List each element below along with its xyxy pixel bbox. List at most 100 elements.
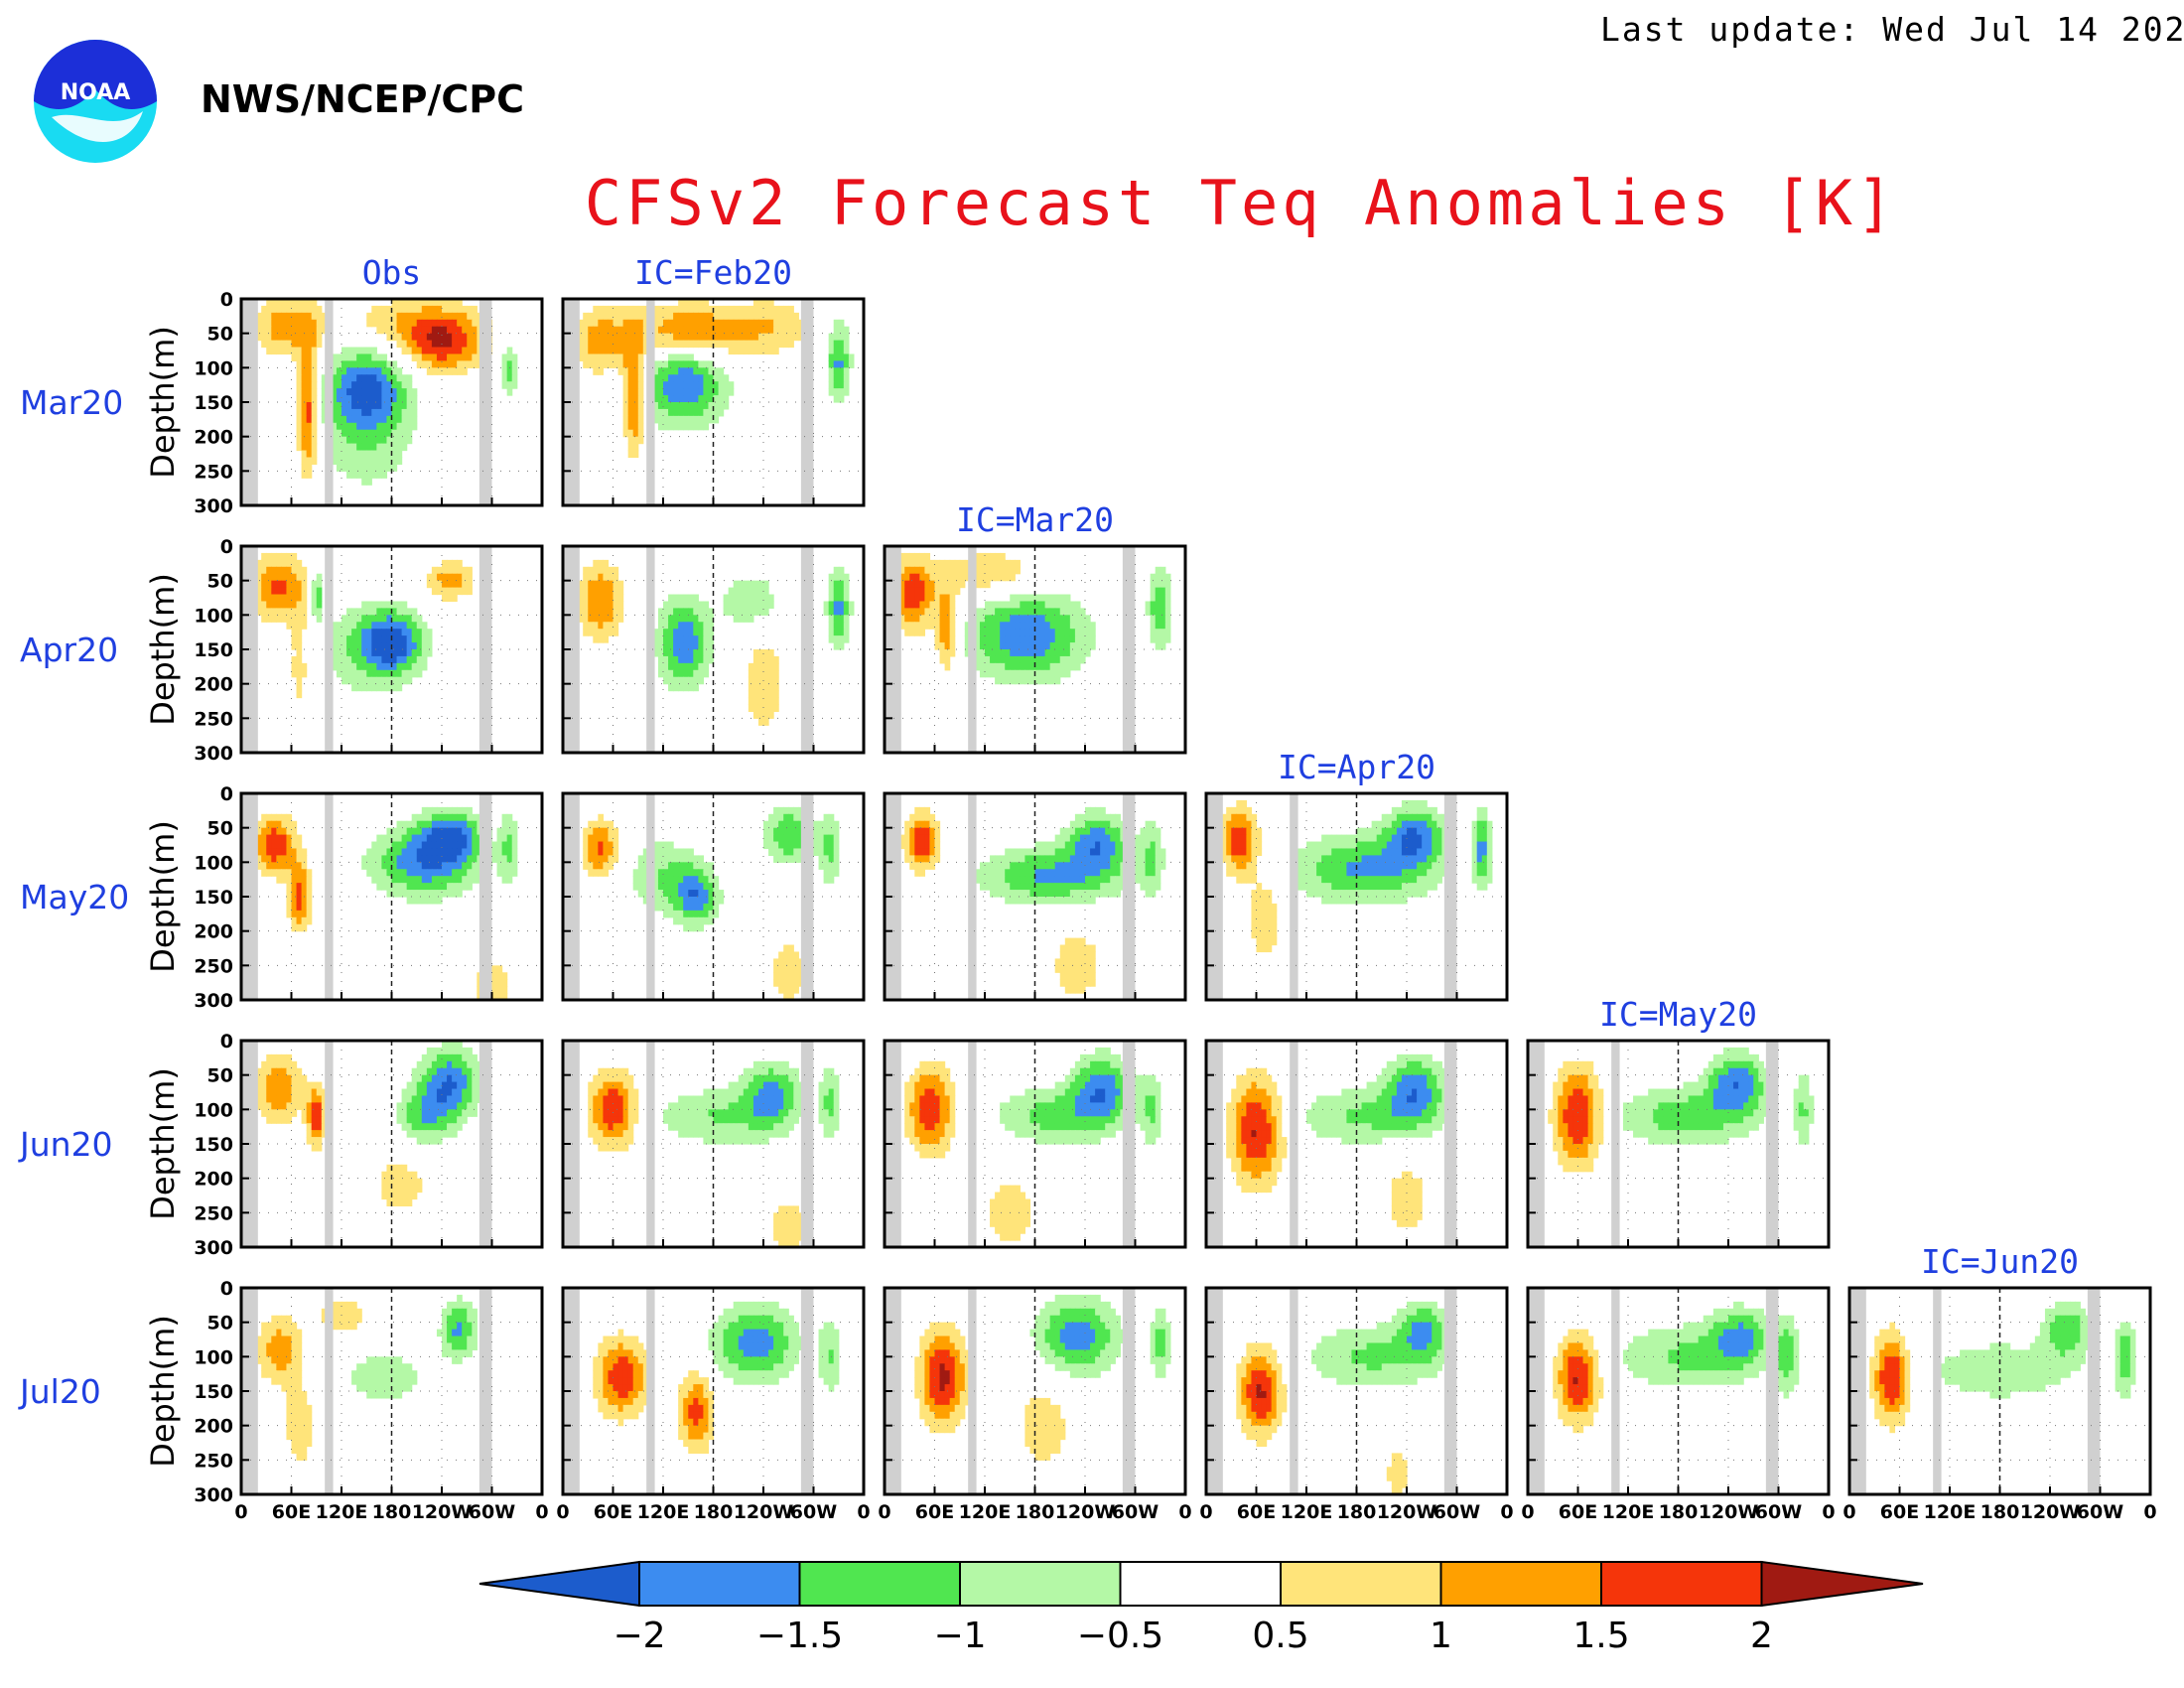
contour-cell	[1054, 615, 1061, 623]
contour-cell	[462, 367, 468, 375]
contour-cell	[657, 422, 664, 431]
contour-cell	[1326, 848, 1332, 856]
contour-cell	[683, 635, 689, 643]
contour-cell	[462, 1116, 468, 1124]
contour-cell	[1024, 649, 1031, 657]
contour-cell	[311, 347, 318, 355]
contour-cell	[698, 326, 704, 335]
contour-cell	[663, 622, 669, 630]
contour-cell	[974, 876, 981, 884]
contour-cell	[501, 972, 508, 980]
contour-cell	[673, 360, 679, 368]
contour-cell	[411, 669, 418, 678]
contour-cell	[1417, 806, 1423, 815]
contour-cell	[1074, 848, 1081, 856]
contour-cell	[990, 862, 996, 870]
contour-cell	[356, 422, 362, 431]
contour-cell	[934, 820, 941, 829]
contour-cell	[1029, 855, 1036, 863]
contour-cell	[401, 855, 408, 863]
contour-cell	[944, 573, 951, 582]
contour-cell	[1015, 649, 1021, 657]
contour-cell	[703, 360, 710, 368]
contour-cell	[416, 312, 423, 321]
contour-cell	[386, 1185, 393, 1194]
contour-cell	[1361, 855, 1368, 863]
contour-cell	[1476, 869, 1483, 877]
contour-cell	[1100, 869, 1106, 877]
contour-cell	[778, 951, 784, 959]
contour-cell	[588, 587, 594, 596]
contour-cell	[261, 1060, 267, 1069]
contour-cell	[919, 580, 925, 589]
contour-cell	[703, 608, 710, 616]
contour-cell	[447, 305, 453, 314]
contour-cell	[757, 669, 764, 678]
contour-cell	[603, 615, 610, 623]
contour-cell	[496, 972, 503, 980]
contour-cell	[452, 813, 458, 822]
contour-cell	[1155, 573, 1161, 582]
contour-cell	[838, 340, 845, 349]
contour-cell	[467, 312, 473, 321]
contour-cell	[1140, 834, 1147, 843]
contour-cell	[603, 827, 610, 836]
contour-cell	[396, 827, 403, 836]
contour-cell	[256, 1095, 262, 1103]
contour-cell	[673, 381, 679, 389]
contour-cell	[291, 1060, 298, 1069]
contour-cell	[1039, 890, 1046, 898]
contour-cell	[637, 890, 644, 898]
contour-cell	[1069, 890, 1076, 898]
contour-cell	[1085, 965, 1091, 973]
contour-cell	[1064, 897, 1071, 905]
last-update-text: Last update: Wed Jul 14 2021	[1600, 10, 2184, 49]
contour-cell	[1221, 813, 1227, 822]
contour-cell	[436, 841, 443, 850]
contour-cell	[688, 629, 694, 636]
contour-cell	[421, 299, 428, 307]
contour-cell	[593, 635, 599, 643]
contour-cell	[316, 615, 323, 623]
contour-cell	[964, 622, 971, 630]
contour-cell	[668, 848, 674, 856]
contour-cell	[311, 436, 318, 445]
contour-cell	[598, 820, 604, 829]
contour-cell	[321, 312, 328, 321]
contour-cell	[657, 374, 664, 382]
contour-cell	[351, 457, 357, 465]
contour-cell	[447, 1123, 453, 1131]
contour-cell	[1029, 897, 1036, 905]
contour-cell	[773, 676, 779, 685]
contour-cell	[356, 464, 362, 472]
contour-cell	[301, 916, 308, 925]
contour-cell	[341, 395, 347, 403]
contour-cell	[271, 820, 277, 829]
contour-cell	[366, 862, 372, 870]
contour-cell	[391, 388, 398, 396]
contour-cell	[985, 655, 991, 664]
contour-cell	[1085, 635, 1091, 643]
contour-cell	[452, 883, 458, 891]
contour-cell	[1386, 869, 1393, 877]
contour-cell	[1432, 869, 1437, 877]
contour-cell	[381, 883, 388, 891]
contour-cell	[311, 429, 318, 438]
contour-cell	[838, 347, 845, 355]
contour-cell	[768, 848, 774, 856]
contour-cell	[1034, 669, 1041, 678]
contour-cell	[823, 834, 830, 843]
contour-cell	[436, 855, 443, 863]
contour-cell	[693, 608, 699, 616]
contour-cell	[1427, 827, 1433, 836]
contour-cell	[974, 573, 981, 582]
contour-cell	[688, 601, 694, 609]
contour-cell	[436, 1088, 443, 1097]
contour-cell	[1306, 855, 1312, 863]
contour-cell	[985, 552, 991, 561]
contour-cell	[683, 903, 689, 912]
contour-cell	[698, 608, 704, 616]
contour-cell	[447, 1130, 453, 1138]
contour-cell	[919, 622, 925, 630]
contour-cell	[1376, 848, 1383, 856]
